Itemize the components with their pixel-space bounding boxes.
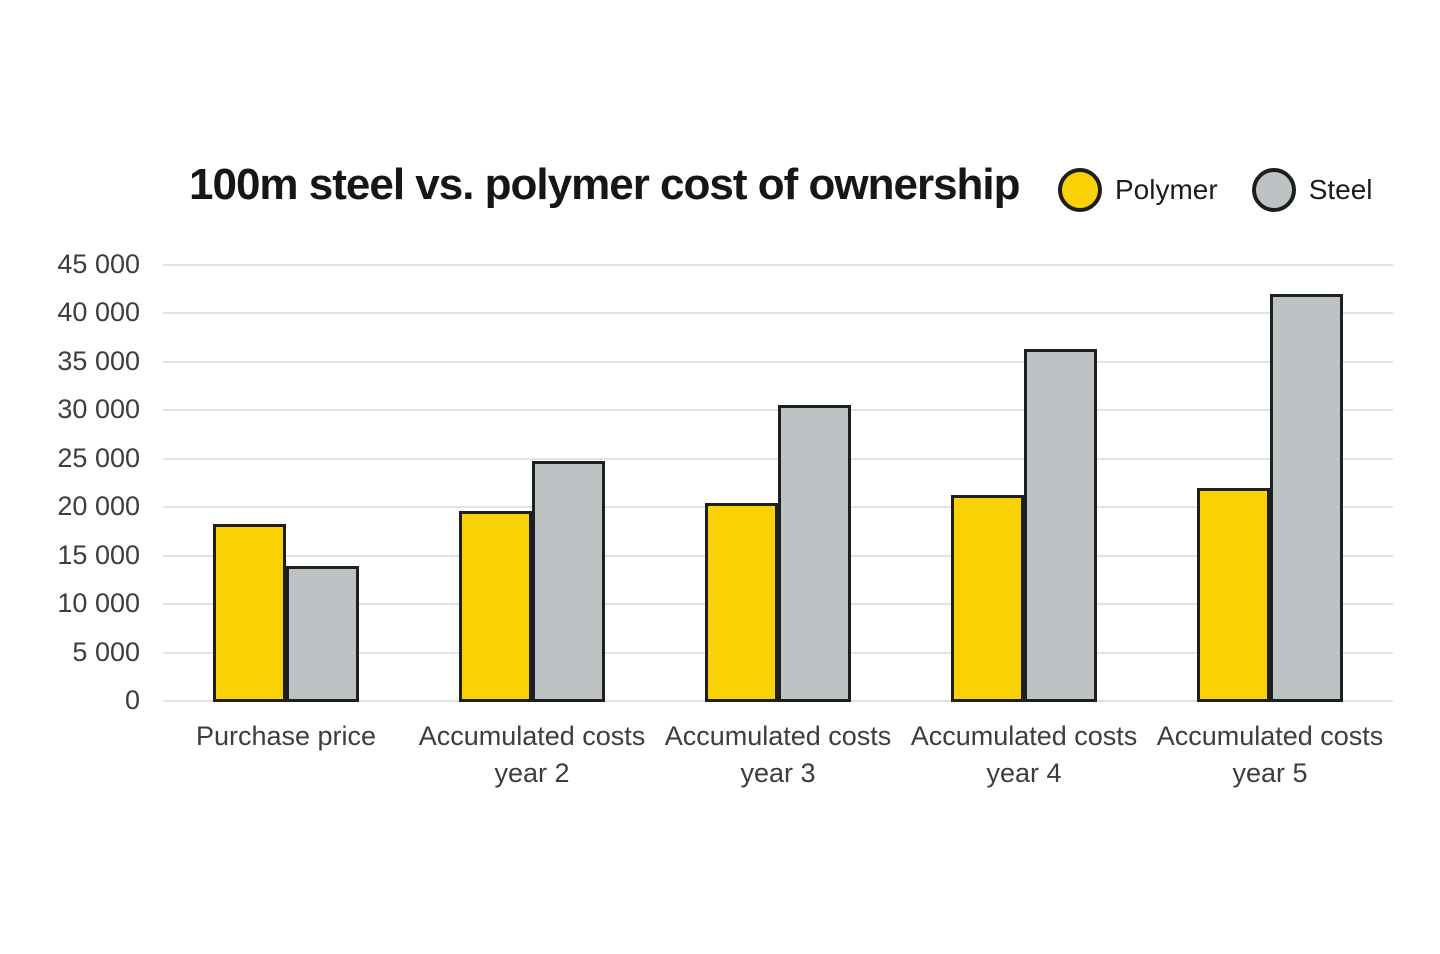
legend-item-polymer: Polymer (1058, 168, 1218, 212)
gridline (163, 312, 1393, 314)
y-tick-label: 40 000 (57, 297, 140, 327)
steel-bar (1024, 349, 1097, 702)
x-category-label: Accumulated costs year 3 (664, 721, 892, 788)
x-category-label: Purchase price (195, 721, 377, 751)
y-tick-label: 20 000 (57, 491, 140, 521)
y-tick-label: 0 (124, 685, 140, 715)
steel-bar (1270, 294, 1343, 702)
y-tick-label: 30 000 (57, 394, 140, 424)
steel-bar (286, 566, 359, 702)
x-category-label: Accumulated costs year 5 (1156, 721, 1384, 788)
polymer-bar (213, 524, 286, 702)
polymer-bar (705, 503, 778, 702)
polymer-bar (1197, 488, 1270, 702)
y-tick-label: 45 000 (57, 249, 140, 279)
legend-item-steel: Steel (1251, 168, 1373, 212)
y-tick-label: 5 000 (72, 637, 140, 667)
steel-swatch-icon (1251, 168, 1296, 212)
chart-title: 100m steel vs. polymer cost of ownership (189, 160, 1021, 209)
polymer-bar (459, 511, 532, 702)
x-category-label: Accumulated costs year 4 (910, 721, 1138, 788)
plot-area (163, 264, 1393, 702)
y-tick-label: 15 000 (57, 540, 140, 570)
x-category-label: Accumulated costs year 2 (418, 721, 646, 788)
legend-label-polymer: Polymer (1115, 174, 1218, 205)
steel-bar (532, 461, 605, 702)
polymer-swatch-icon (1058, 168, 1102, 212)
gridline (163, 264, 1393, 266)
legend-label-steel: Steel (1308, 174, 1373, 205)
y-tick-label: 10 000 (57, 588, 140, 618)
steel-bar (778, 405, 851, 702)
y-tick-label: 35 000 (57, 346, 140, 376)
legend: Polymer Steel (1058, 168, 1373, 212)
gridline (163, 361, 1393, 363)
y-tick-label: 25 000 (57, 443, 140, 473)
polymer-bar (951, 495, 1024, 702)
